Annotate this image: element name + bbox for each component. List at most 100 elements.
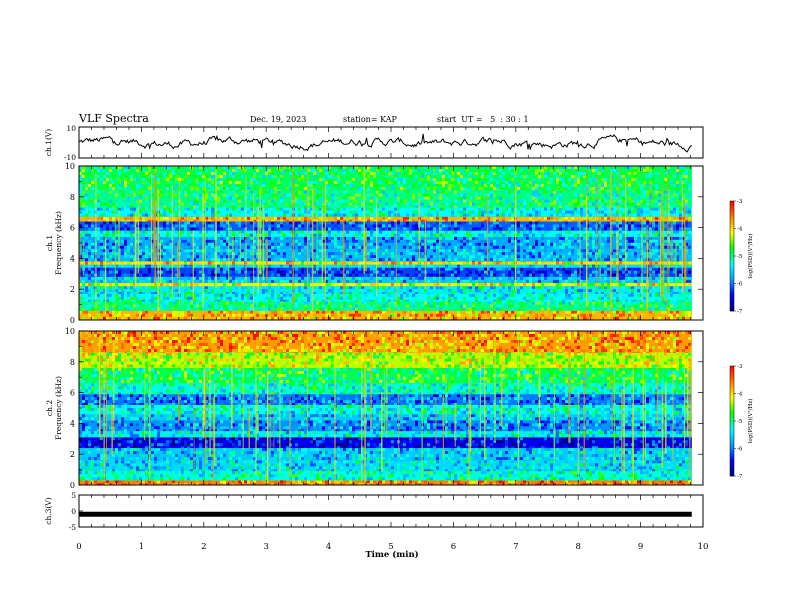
ch1-spectrogram-cell (400, 230, 403, 234)
ch1-spectrogram-cell (340, 221, 343, 225)
ch1-spectrogram-cell (145, 255, 148, 259)
ch1-spectrogram-cell (166, 230, 169, 234)
ch1-spectrogram-cell (187, 233, 190, 237)
ch1-spectrogram-cell (445, 245, 448, 249)
ch1-spectrogram-cell (190, 230, 193, 234)
ch1-spectrogram-cell (145, 273, 148, 277)
ch1-spectrogram-cell (79, 270, 82, 274)
ch1-spectrogram-cell (88, 299, 91, 302)
ch1-spectrogram-cell (211, 273, 214, 277)
ch1-spectrogram-cell (589, 249, 592, 253)
ch1-spectrogram-cell (628, 313, 631, 317)
ch1-spectrogram-cell (316, 296, 319, 300)
ch1-spectrogram-cell (88, 270, 91, 274)
ch1-spectrogram-cell (325, 242, 328, 246)
ch1-spectrogram-cell (106, 267, 109, 271)
ch1-spectrogram-cell (325, 283, 328, 287)
ch1-spectrogram-cell (529, 273, 532, 277)
ch1-spectrogram-cell (559, 264, 562, 268)
ch1-spectrogram-cell (370, 255, 373, 259)
ch1-spectrogram-cell (565, 279, 568, 283)
ch1-spectrogram-cell (304, 296, 307, 300)
ch1-spectrogram-cell (340, 249, 343, 253)
ch1-spectrogram-cell (217, 273, 220, 277)
ch1-spectrogram-cell (583, 227, 586, 231)
ch1-spectrogram-cell (631, 239, 634, 243)
ch1-spectrogram-cell (280, 224, 283, 228)
ch1-spectrogram-cell (286, 293, 289, 297)
ch1-spectrogram-cell (538, 301, 541, 305)
ch1-spectrogram-cell (496, 299, 499, 302)
ch1-spectrogram-cell (382, 299, 385, 302)
ch1-spectrogram-cell (598, 264, 601, 268)
ch1-spectrogram-cell (481, 296, 484, 300)
ch1-spectrogram-cell (397, 239, 400, 243)
ch1-spectrogram-cell (310, 313, 313, 317)
ch1-spectrogram-cell (217, 292, 220, 294)
ch1-spectrogram-cell (400, 267, 403, 271)
ch1-spectrogram-cell (421, 245, 424, 249)
ch1-spectrogram-cell (427, 224, 430, 228)
ch1-spectrogram-cell (88, 255, 91, 259)
ch1-spectrogram-cell (589, 307, 592, 311)
ch1-spectrogram-cell (145, 242, 148, 246)
ch1-spectrogram-cell (97, 276, 100, 280)
ch1-spectrogram-cell (109, 227, 112, 231)
ch1-spectrogram-cell (607, 221, 610, 225)
ch1-spectrogram-cell (226, 279, 229, 283)
ch1-spectrogram-cell (604, 293, 607, 297)
ch1-spectrogram-cell (337, 273, 340, 277)
ch1-spectrogram-cell (448, 236, 451, 240)
ch1-spectrogram-cell (316, 307, 319, 311)
ch1-spectrogram-cell (115, 307, 118, 311)
ch1-spectrogram-cell (151, 299, 154, 302)
ch1-spectrogram-cell (607, 264, 610, 268)
ch1-spectrogram-cell (571, 279, 574, 283)
ch1-spectrogram-cell (130, 221, 133, 225)
ch1-spectrogram-cell (448, 224, 451, 228)
ch1-spectrogram-cell (424, 301, 427, 305)
ch1-spectrogram-cell (637, 258, 640, 262)
ch1-spectrogram-cell (250, 304, 253, 308)
ch1-spectrogram-cell (136, 227, 139, 231)
ch1-spectrogram-cell (631, 292, 634, 294)
ch1-spectrogram-cell (400, 258, 403, 262)
ch1-spectrogram-cell (172, 293, 175, 297)
ch1-spectrogram-cell (448, 283, 451, 287)
ch1-spectrogram-cell (169, 242, 172, 246)
ch1-spectrogram-cell (511, 316, 514, 320)
ch1-spectrogram-cell (322, 307, 325, 311)
ch1-spectrogram-cell (367, 236, 370, 240)
ch1-spectrogram-cell (133, 264, 136, 268)
ch1-spectrogram-cell (415, 264, 418, 268)
ch1-spectrogram-cell (301, 293, 304, 297)
ch1-spectrogram-cell (370, 276, 373, 280)
ch1-spectrogram-cell (571, 310, 574, 314)
ch1-spectrogram-cell (487, 310, 490, 314)
ch1-spectrogram-cell (238, 270, 241, 274)
ch1-spectrogram-cell (361, 236, 364, 240)
ch1-spectrogram-cell (655, 230, 658, 234)
ch1-spectrogram-cell (667, 233, 670, 237)
ch1-spectrogram-cell (121, 249, 124, 253)
ch1-spectrogram-cell (472, 307, 475, 311)
ch1-spectrogram-cell (211, 304, 214, 308)
ch1-spectrogram-cell (130, 224, 133, 228)
ch1-spectrogram-cell (136, 304, 139, 308)
ch1-spectrogram-cell (268, 283, 271, 287)
ch1-spectrogram-cell (676, 273, 679, 277)
ch1-spectrogram-cell (577, 252, 580, 256)
ch1-spectrogram-cell (562, 276, 565, 280)
ch1-spectrogram-cell (469, 292, 472, 294)
ch1-spectrogram-cell (190, 293, 193, 297)
ch1-spectrogram-cell (406, 313, 409, 317)
ch1-spectrogram-cell (313, 221, 316, 225)
ch1-spectrogram-cell (106, 307, 109, 311)
ch1-spectrogram-cell (616, 301, 619, 305)
ch1-spectrogram-cell (466, 221, 469, 225)
ch1-spectrogram-cell (406, 289, 409, 293)
ch1-spectrogram-cell (325, 296, 328, 300)
ch1-spectrogram-cell (130, 239, 133, 243)
ch1-spectrogram-cell (106, 249, 109, 253)
ch1-spectrogram-cell (535, 227, 538, 231)
